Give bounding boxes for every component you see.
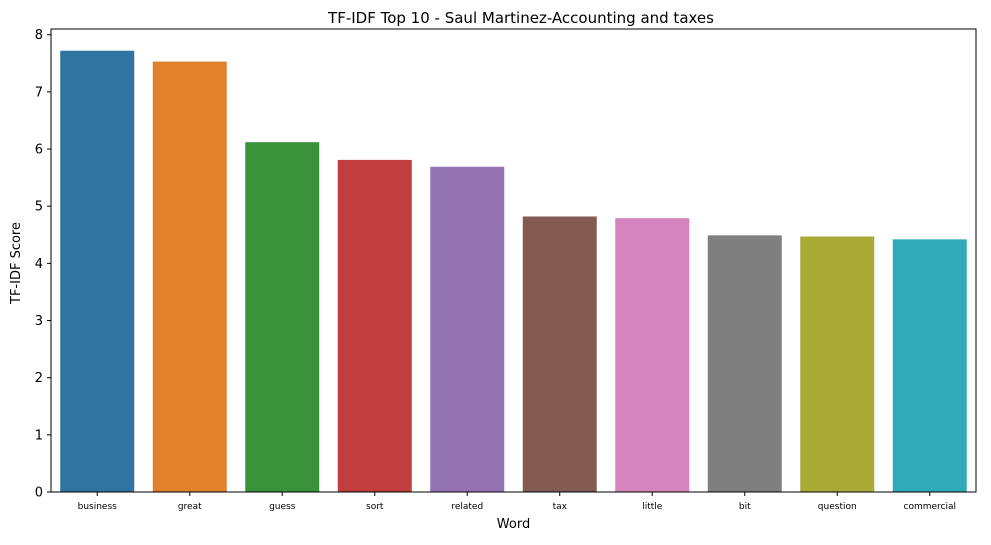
- bar-little: [615, 218, 690, 492]
- x-axis-ticks: business great guess sort related tax little bi…: [78, 492, 956, 512]
- x-tick-label: little: [642, 502, 663, 512]
- y-tick-label: 6: [35, 143, 43, 158]
- y-tick-label: 1: [35, 428, 43, 443]
- bar-great: [152, 61, 227, 492]
- y-tick-label: 8: [35, 28, 43, 43]
- x-tick-label: business: [78, 502, 118, 512]
- y-tick-label: 4: [35, 257, 43, 272]
- y-tick-label: 7: [35, 85, 43, 100]
- y-tick-label: 3: [35, 314, 43, 329]
- bar-business: [60, 50, 135, 493]
- bar-commercial: [892, 239, 967, 492]
- x-tick-label: tax: [553, 502, 568, 512]
- bar-tax: [522, 216, 597, 492]
- bar-related: [430, 166, 505, 493]
- x-tick-label: bit: [739, 502, 751, 512]
- y-axis-ticks: 0 1 2 3 4 5 6 7 8: [35, 28, 51, 501]
- y-tick-label: 5: [35, 200, 43, 215]
- bar-sort: [337, 159, 412, 493]
- bar-bit: [707, 235, 782, 493]
- plot-frame: [50, 28, 977, 493]
- x-tick-label: commercial: [904, 502, 957, 512]
- bar-guess: [245, 142, 320, 492]
- chart-title: TF-IDF Top 10 - Saul Martinez-Accounting…: [327, 9, 714, 27]
- bar-question: [800, 236, 875, 492]
- x-tick-label: great: [178, 502, 202, 512]
- bars-layer: [60, 50, 967, 493]
- y-axis-label: TF-IDF Score: [9, 222, 24, 305]
- x-tick-label: related: [451, 502, 483, 512]
- x-tick-label: guess: [269, 502, 296, 512]
- x-axis-label: Word: [497, 517, 530, 532]
- y-tick-label: 0: [35, 486, 43, 501]
- x-tick-label: question: [818, 502, 857, 512]
- x-tick-label: sort: [366, 502, 384, 512]
- y-tick-label: 2: [35, 371, 43, 386]
